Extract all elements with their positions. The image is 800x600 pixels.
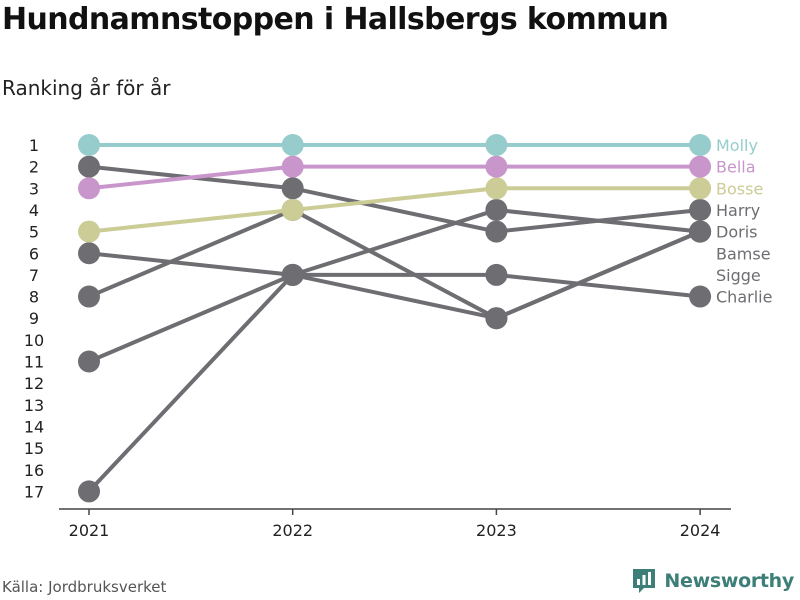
data-point xyxy=(485,198,508,221)
source-note: Källa: Jordbruksverket xyxy=(2,578,167,596)
series-line xyxy=(87,272,701,493)
series-line xyxy=(88,164,701,191)
y-tick-label: 16 xyxy=(24,461,44,480)
data-point xyxy=(689,220,712,243)
data-point xyxy=(78,480,100,503)
y-tick-label: 3 xyxy=(29,179,39,198)
series-molly xyxy=(78,134,712,156)
x-tick-label: 2024 xyxy=(680,521,721,540)
x-tick-label: 2021 xyxy=(69,521,110,540)
data-point xyxy=(689,285,712,308)
brand-name: Newsworthy xyxy=(664,570,794,592)
y-tick-label: 6 xyxy=(29,244,39,263)
newsworthy-icon xyxy=(633,569,656,593)
end-label-bamse: Bamse xyxy=(716,244,771,263)
series-bella xyxy=(78,155,712,200)
newsworthy-logo: Newsworthy xyxy=(632,568,794,594)
data-point xyxy=(485,134,508,156)
data-point xyxy=(485,177,508,200)
y-tick-label: 13 xyxy=(24,396,44,415)
series-charlie xyxy=(78,263,712,503)
data-point xyxy=(689,155,712,178)
data-point xyxy=(78,220,100,243)
end-label-harry: Harry xyxy=(716,201,760,220)
y-tick-label: 12 xyxy=(24,374,44,393)
data-point xyxy=(78,134,100,156)
series-line xyxy=(88,186,701,234)
data-point xyxy=(689,134,712,156)
data-point xyxy=(78,285,100,308)
end-label-doris: Doris xyxy=(716,223,757,242)
series-bosse xyxy=(78,177,712,243)
data-point xyxy=(78,177,100,200)
data-point xyxy=(485,220,508,243)
chart-subtitle: Ranking år för år xyxy=(2,76,171,100)
end-label-charlie: Charlie xyxy=(716,288,772,307)
end-label-sigge: Sigge xyxy=(716,266,761,285)
data-point xyxy=(485,263,508,286)
series-line xyxy=(88,229,701,364)
y-tick-label: 9 xyxy=(29,309,39,328)
data-point xyxy=(281,155,304,178)
y-tick-label: 11 xyxy=(24,353,44,372)
end-label-bosse: Bosse xyxy=(716,179,763,198)
data-point xyxy=(78,350,100,373)
chart-title: Hundnamnstoppen i Hallsbergs kommun xyxy=(2,2,669,37)
data-point xyxy=(78,155,100,178)
data-point xyxy=(281,198,304,221)
data-point xyxy=(689,198,712,221)
y-tick-label: 4 xyxy=(29,201,39,220)
series-line xyxy=(88,207,701,321)
y-tick-label: 17 xyxy=(24,482,44,501)
end-label-bella: Bella xyxy=(716,158,756,177)
y-tick-label: 15 xyxy=(24,439,44,458)
data-point xyxy=(485,155,508,178)
data-point xyxy=(689,177,712,200)
y-tick-label: 5 xyxy=(29,223,39,242)
data-point xyxy=(281,263,304,286)
data-point xyxy=(281,177,304,200)
y-tick-label: 10 xyxy=(24,331,44,350)
data-point xyxy=(485,307,508,330)
x-tick-label: 2022 xyxy=(272,521,313,540)
data-point xyxy=(78,242,100,265)
data-point xyxy=(281,134,304,156)
y-tick-label: 1 xyxy=(29,136,39,155)
end-label-molly: Molly xyxy=(716,136,758,155)
y-tick-label: 7 xyxy=(29,266,39,285)
y-tick-label: 14 xyxy=(24,417,44,436)
x-tick-label: 2023 xyxy=(476,521,517,540)
y-tick-label: 2 xyxy=(29,158,39,177)
y-tick-label: 8 xyxy=(29,288,39,307)
